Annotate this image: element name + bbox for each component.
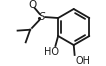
Text: O: O (29, 0, 37, 10)
Text: OH: OH (75, 56, 90, 66)
Text: S: S (39, 12, 45, 22)
Text: HO: HO (44, 47, 59, 57)
